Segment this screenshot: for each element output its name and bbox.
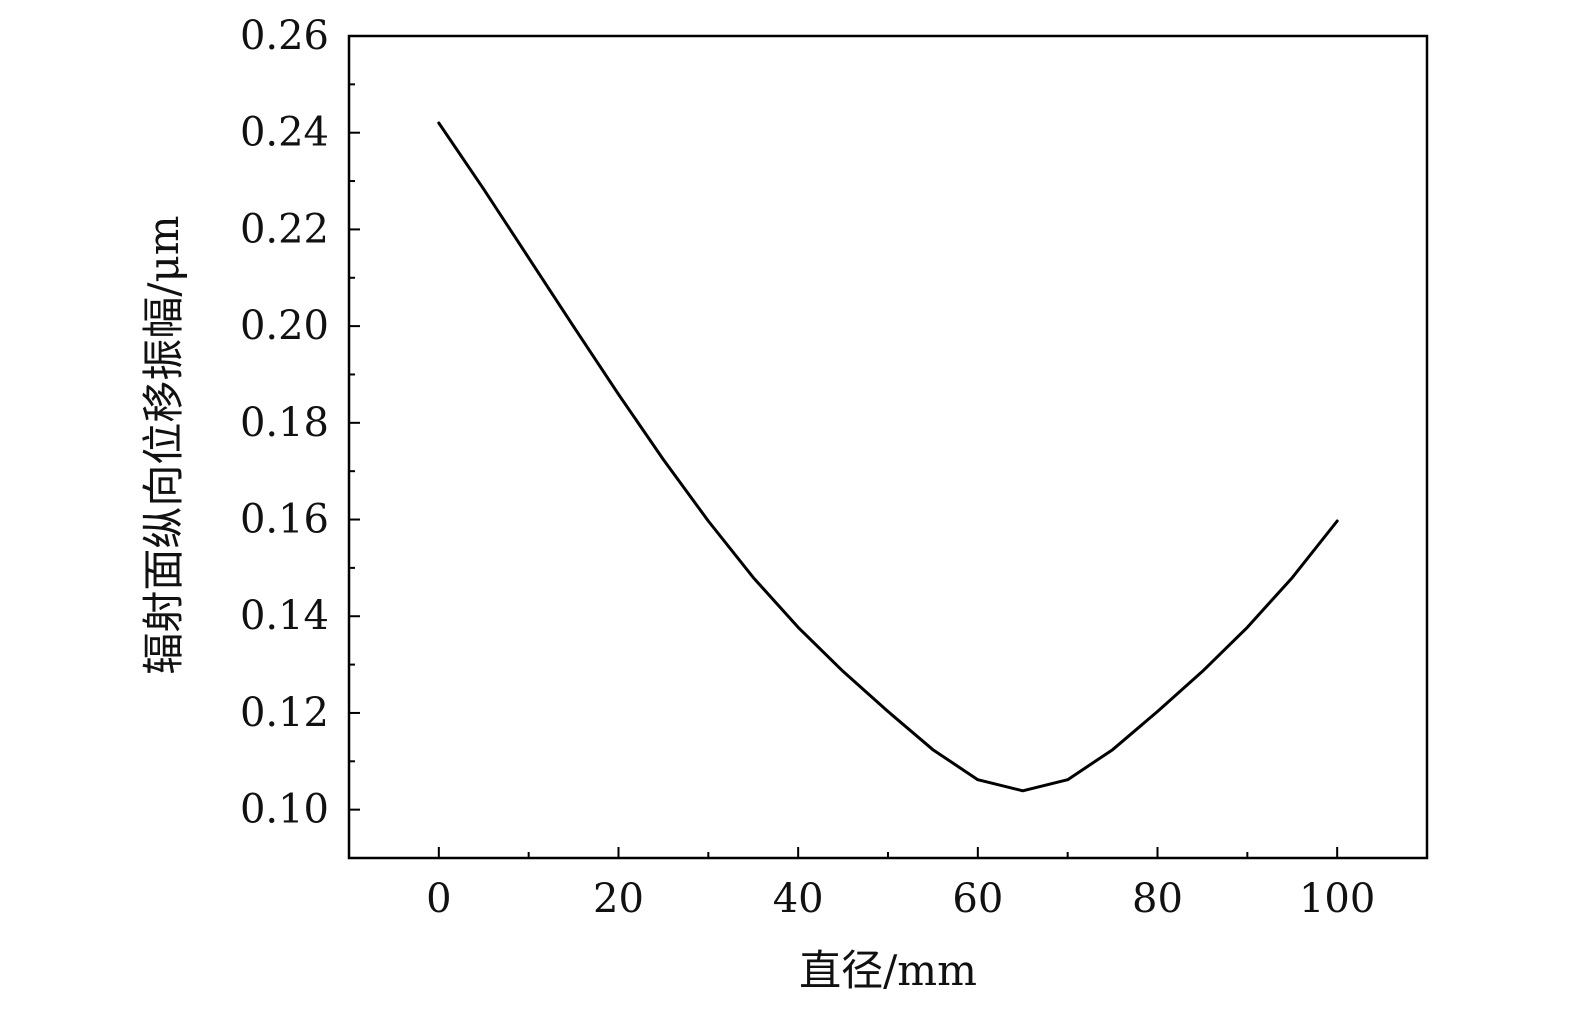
y-axis-label: 辐射面纵向位移振幅/μm <box>139 215 188 674</box>
x-tick-label: 100 <box>1299 876 1375 922</box>
y-tick-label: 0.22 <box>240 206 329 252</box>
x-axis-label: 直径/mm <box>799 946 977 995</box>
x-tick-label: 0 <box>426 876 451 922</box>
x-tick-label: 80 <box>1132 876 1183 922</box>
x-tick-label: 40 <box>773 876 824 922</box>
y-tick-label: 0.16 <box>240 497 329 543</box>
y-tick-label: 0.18 <box>240 400 329 446</box>
series-line <box>437 121 1339 793</box>
y-tick-label: 0.24 <box>240 110 329 156</box>
y-tick-label: 0.10 <box>240 787 329 833</box>
plot-frame <box>347 34 1429 860</box>
axes: 0.10 0.12 0.14 0.16 0.18 0.20 0.22 0.24 0.26 0 20 4… <box>240 13 1429 922</box>
y-tick-label: 0.26 <box>240 13 329 59</box>
x-tick-label: 60 <box>952 876 1003 922</box>
y-tick-label: 0.20 <box>240 303 329 349</box>
plot-area <box>437 121 1339 793</box>
x-tick-label: 20 <box>593 876 644 922</box>
y-tick-label: 0.14 <box>240 593 329 639</box>
y-tick-label: 0.12 <box>240 690 329 736</box>
